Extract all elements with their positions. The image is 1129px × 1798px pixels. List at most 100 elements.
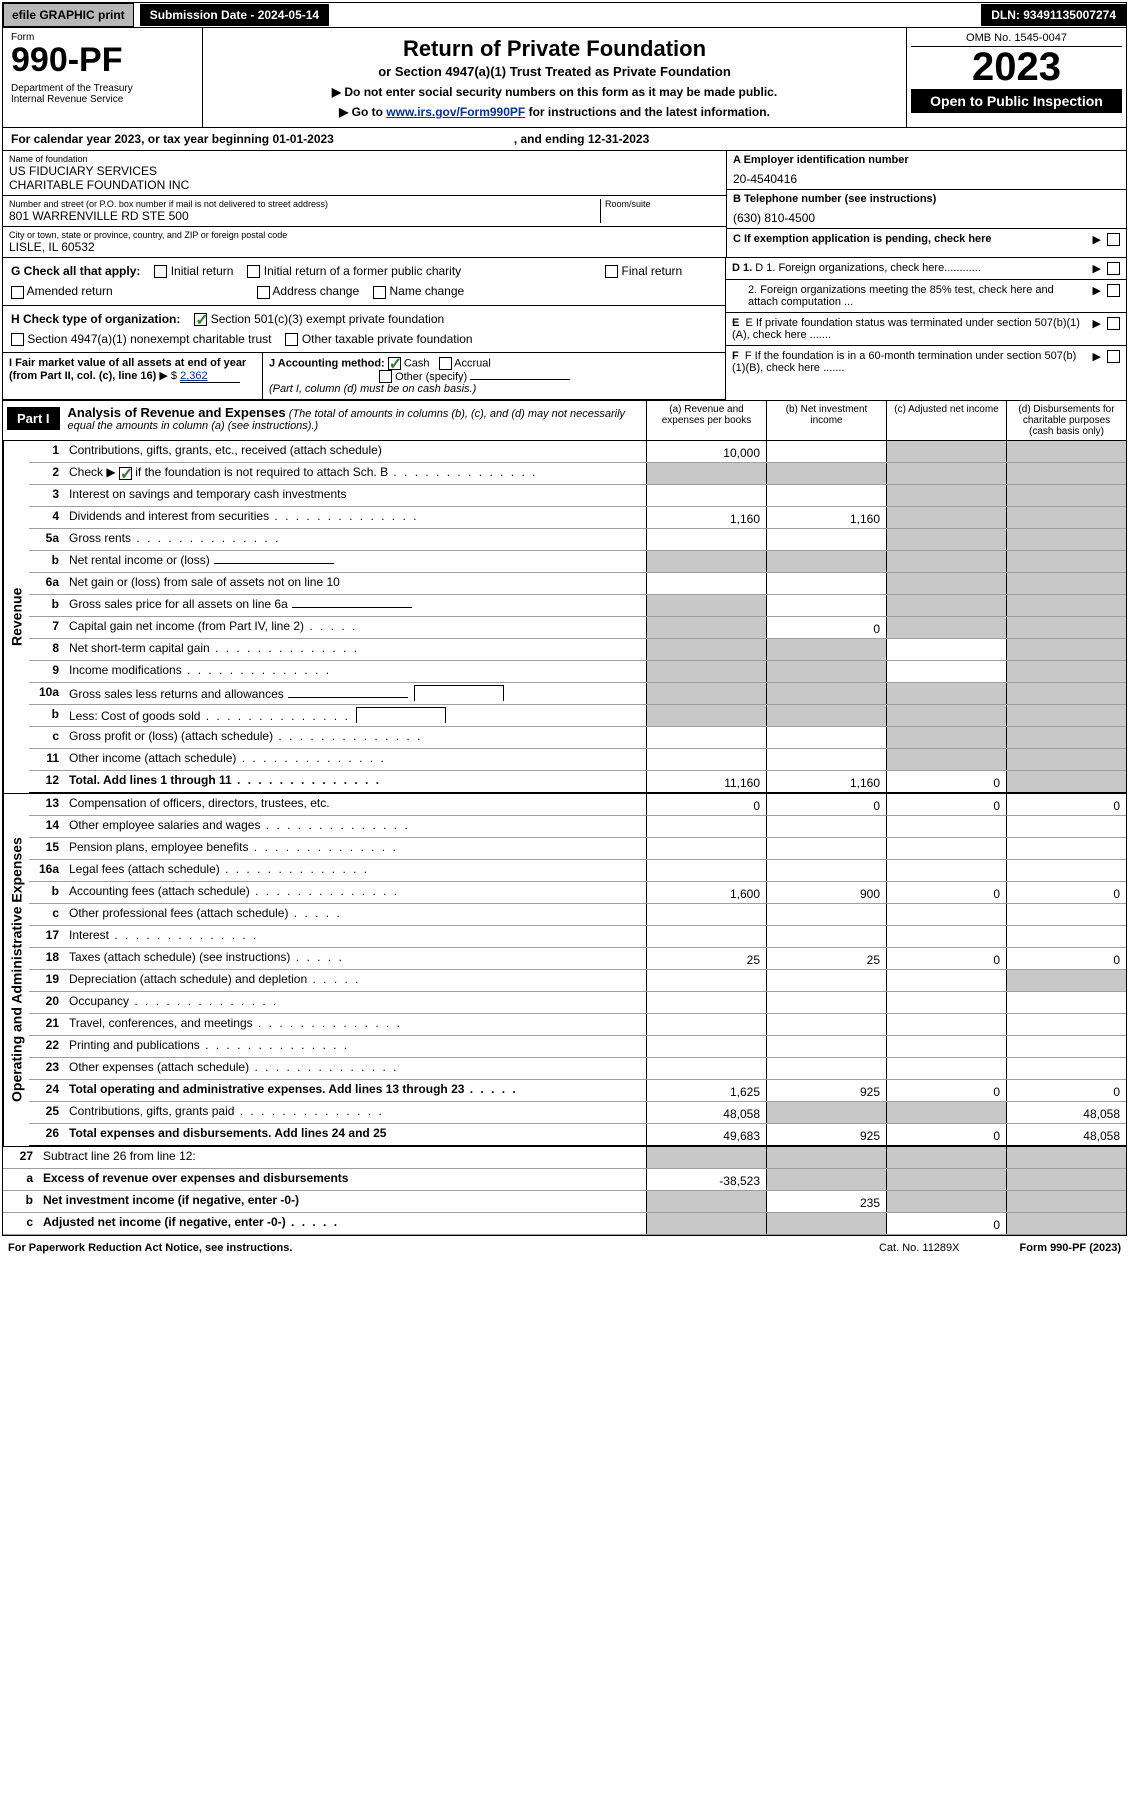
line-number: 19 [29,970,65,991]
checkbox-d1[interactable] [1107,262,1120,275]
cell-a: 1,160 [646,507,766,528]
cell-d: 0 [1006,948,1126,969]
line-number: 8 [29,639,65,660]
cell-b [766,816,886,837]
line-text: Less: Cost of goods sold [65,705,646,726]
line-text: Contributions, gifts, grants paid [65,1102,646,1123]
line-4: 4Dividends and interest from securities1… [29,507,1126,529]
submission-date: Submission Date - 2024-05-14 [140,4,329,26]
paperwork-notice: For Paperwork Reduction Act Notice, see … [8,1242,292,1254]
department: Department of the Treasury Internal Reve… [11,83,194,105]
cell-c [886,573,1006,594]
section-h: H Check type of organization: Section 50… [3,306,725,354]
checkbox-other-method[interactable] [379,370,392,383]
line-23: 23Other expenses (attach schedule) [29,1058,1126,1080]
line-text: Other expenses (attach schedule) [65,1058,646,1079]
irs-link[interactable]: www.irs.gov/Form990PF [386,105,525,119]
cell-a [646,617,766,638]
cell-d [1006,1169,1126,1190]
cell-d: 0 [1006,794,1126,815]
cell-b [766,860,886,881]
cell-b [766,441,886,462]
line-number: 22 [29,1036,65,1057]
checkbox-cash[interactable] [388,357,401,370]
checkbox-sch-b[interactable] [119,467,132,480]
cell-c: 0 [886,771,1006,792]
checkbox-d2[interactable] [1107,284,1120,297]
checkbox-e[interactable] [1107,317,1120,330]
checkbox-initial-former[interactable] [247,265,260,278]
checkbox-other-taxable[interactable] [285,333,298,346]
cell-a [646,1058,766,1079]
cell-b [766,926,886,947]
line-number: 18 [29,948,65,969]
line-number: 10a [29,683,65,704]
line-text: Total. Add lines 1 through 11 [65,771,646,792]
city-cell: City or town, state or province, country… [3,227,726,257]
line-18: 18Taxes (attach schedule) (see instructi… [29,948,1126,970]
line-10b: bLess: Cost of goods sold [29,705,1126,727]
cell-a [646,639,766,660]
line-text: Contributions, gifts, grants, etc., rece… [65,441,646,462]
cell-b [766,1147,886,1168]
cell-d [1006,992,1126,1013]
cell-c [886,441,1006,462]
checkbox-f[interactable] [1107,350,1120,363]
checkbox-initial-return[interactable] [154,265,167,278]
cell-a: 10,000 [646,441,766,462]
cell-d: 48,058 [1006,1124,1126,1145]
cell-b [766,529,886,550]
line-number: b [29,551,65,572]
cell-a [646,838,766,859]
line-text: Net gain or (loss) from sale of assets n… [65,573,646,594]
col-b-head: (b) Net investment income [766,401,886,440]
cell-b: 25 [766,948,886,969]
line-17: 17Interest [29,926,1126,948]
cell-a [646,529,766,550]
fmv-link[interactable]: 2,362 [180,370,240,383]
col-a-head: (a) Revenue and expenses per books [646,401,766,440]
cell-b: 235 [766,1191,886,1212]
line-16c: cOther professional fees (attach schedul… [29,904,1126,926]
cell-c [886,727,1006,748]
cell-c [886,639,1006,660]
col-d-head: (d) Disbursements for charitable purpose… [1006,401,1126,440]
cell-a [646,926,766,947]
efile-print-button[interactable]: efile GRAPHIC print [3,3,134,27]
checkbox-final-return[interactable] [605,265,618,278]
cell-c [886,1014,1006,1035]
cell-d [1006,617,1126,638]
line-24: 24Total operating and administrative exp… [29,1080,1126,1102]
cell-d [1006,551,1126,572]
cell-c: 0 [886,1213,1006,1234]
cell-a [646,904,766,925]
line-number: 3 [29,485,65,506]
line-text: Other professional fees (attach schedule… [65,904,646,925]
cell-a [646,992,766,1013]
checkbox-501c3[interactable] [194,313,207,326]
cell-b [766,1213,886,1234]
checkbox-accrual[interactable] [439,357,452,370]
cell-c [886,661,1006,682]
checkbox-c[interactable] [1107,233,1120,246]
line-text: Interest [65,926,646,947]
cell-a [646,485,766,506]
line-number: 27 [3,1147,39,1168]
cell-d [1006,705,1126,726]
checkbox-4947a1[interactable] [11,333,24,346]
line-number: a [3,1169,39,1190]
checkbox-address-change[interactable] [257,286,270,299]
tax-year: 2023 [911,47,1122,87]
line-number: b [3,1191,39,1212]
cell-a [646,573,766,594]
line-5a: 5aGross rents [29,529,1126,551]
line-text: Depreciation (attach schedule) and deple… [65,970,646,991]
line-number: 9 [29,661,65,682]
line-number: 23 [29,1058,65,1079]
checkbox-amended[interactable] [11,286,24,299]
checkbox-name-change[interactable] [373,286,386,299]
cell-b [766,661,886,682]
cell-b [766,992,886,1013]
cell-d [1006,639,1126,660]
cell-d [1006,441,1126,462]
